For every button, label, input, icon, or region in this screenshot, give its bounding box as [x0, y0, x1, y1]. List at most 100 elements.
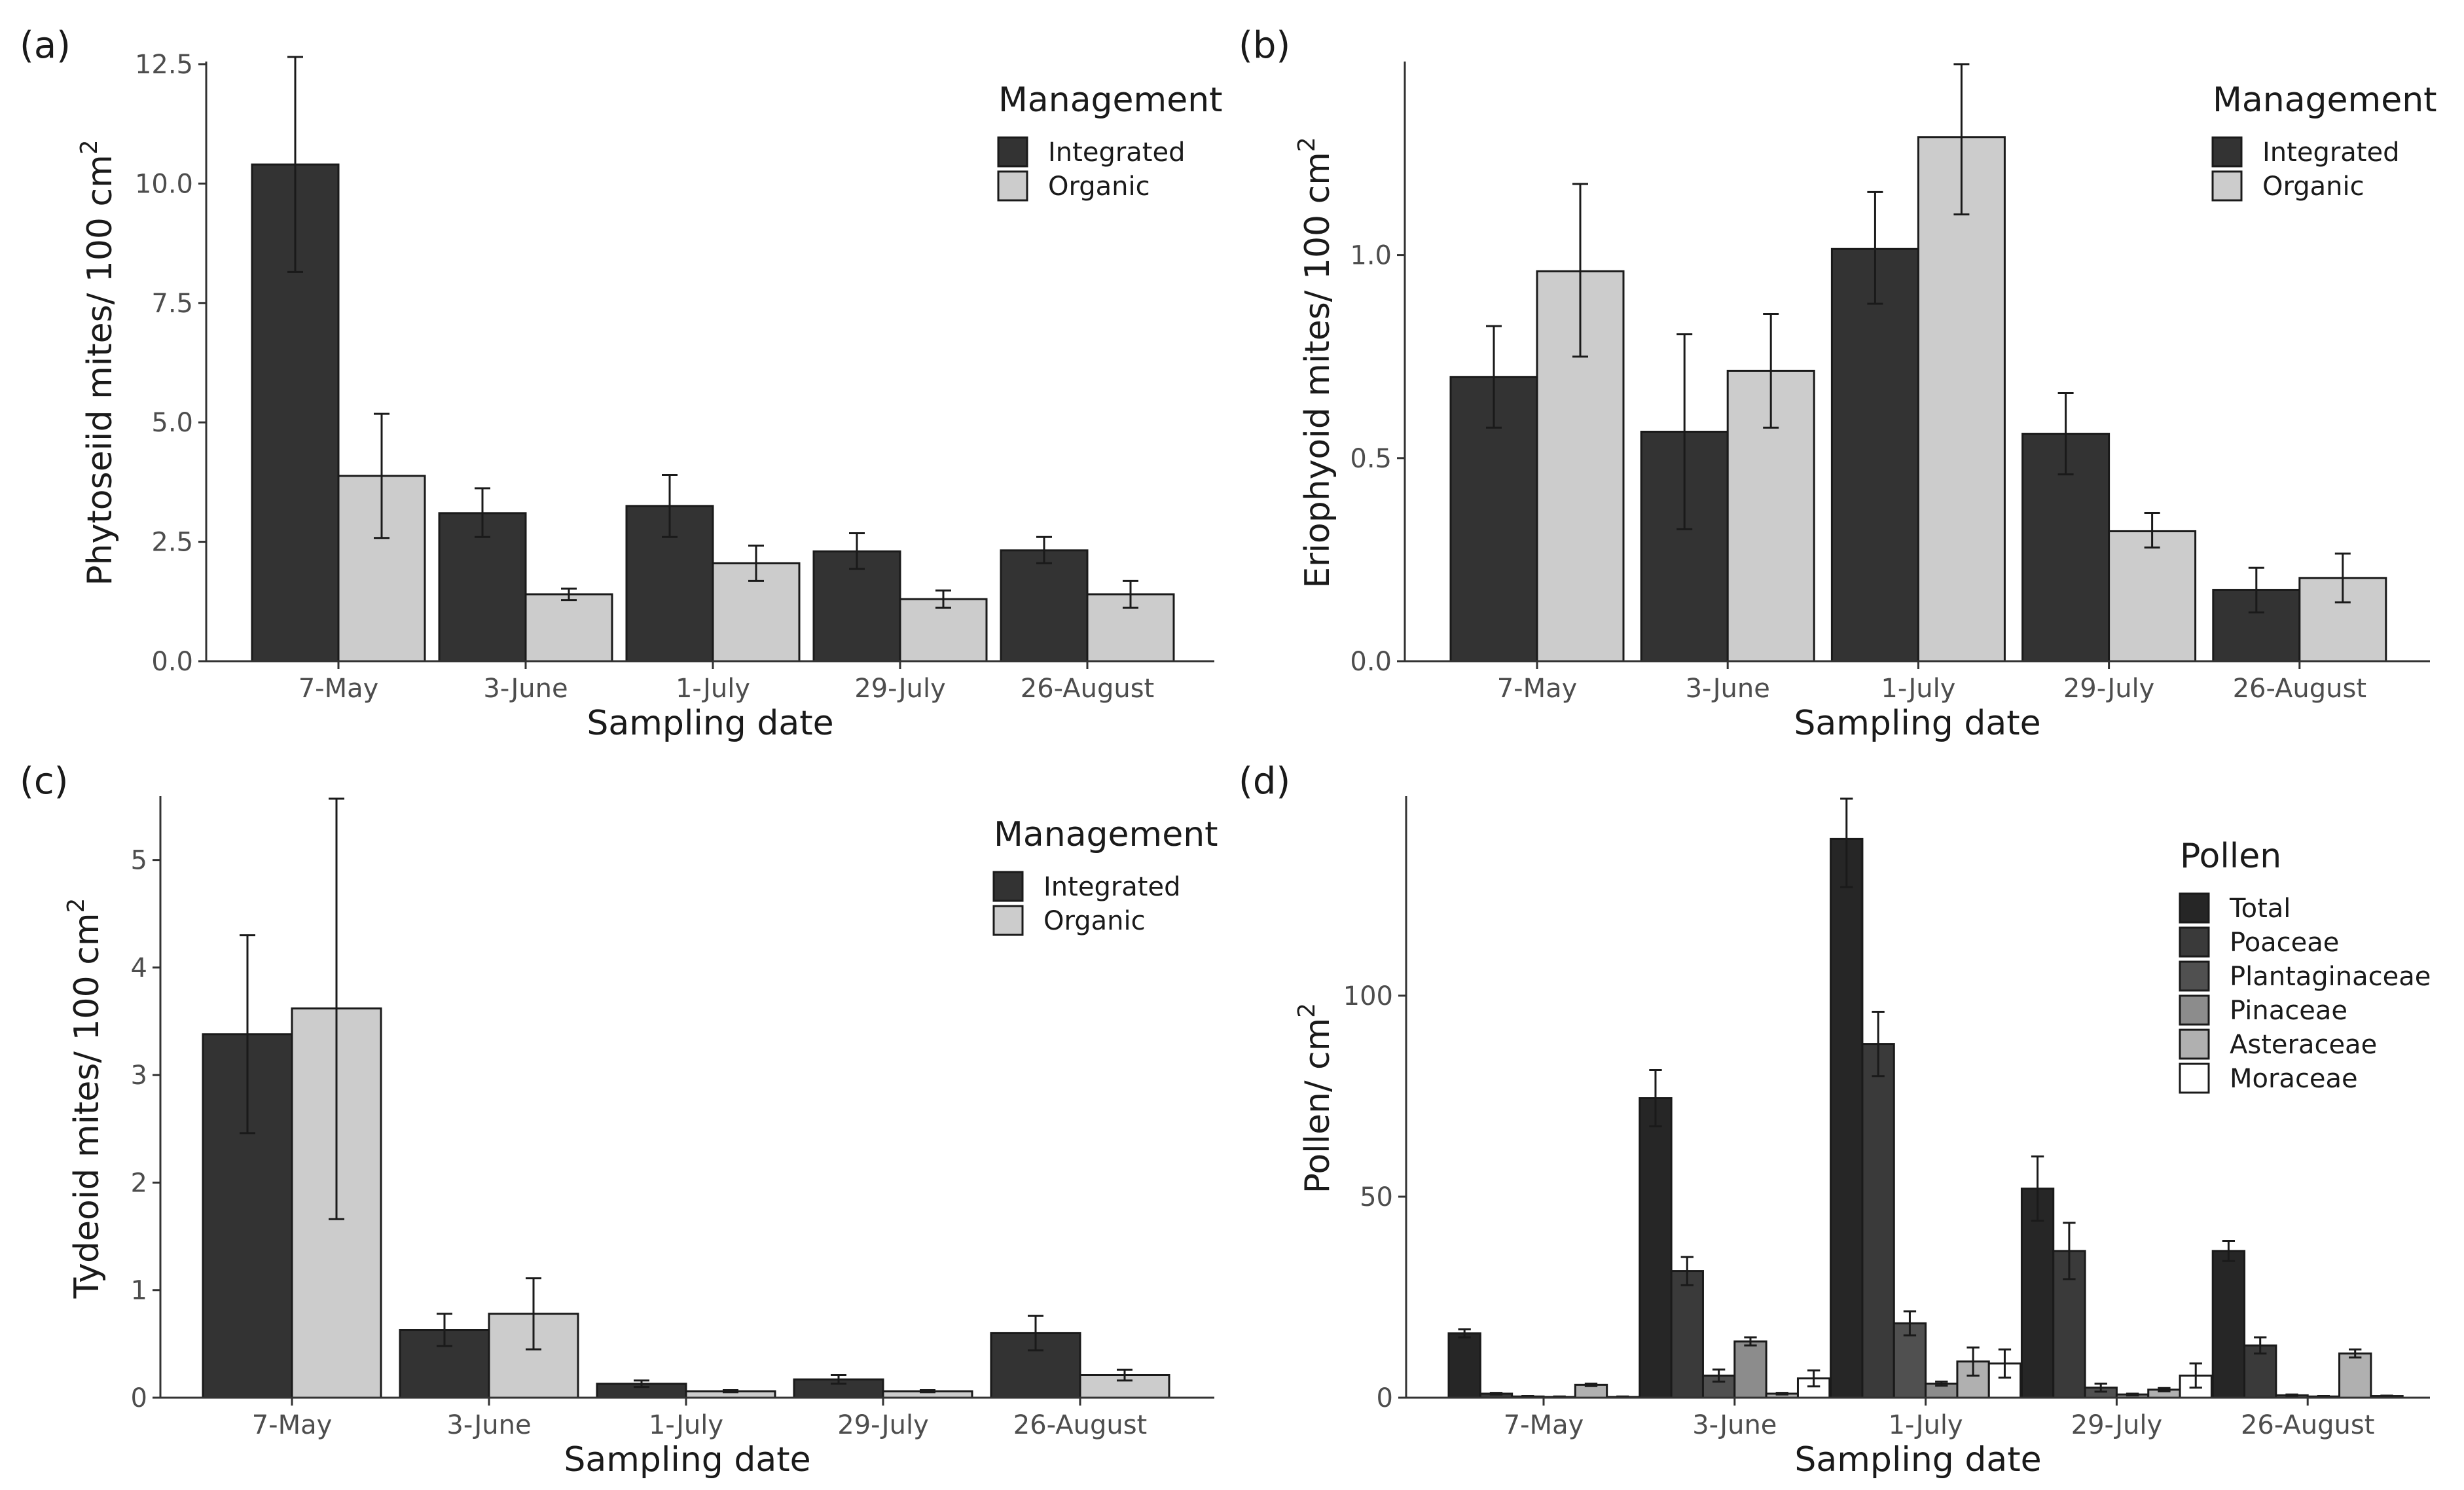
legend-key-plantaginaceae — [2179, 960, 2210, 992]
x-tick-label: 7-May — [1504, 1410, 1584, 1440]
bar-pinaceae-3-june — [1733, 1340, 1767, 1399]
error-bar-pinaceae-3-june — [1744, 1336, 1757, 1347]
error-bar-integrated-7-may — [240, 934, 255, 1135]
x-tick-label: 29-July — [2071, 1410, 2163, 1440]
bar-poaceae-1-july — [1861, 1043, 1895, 1399]
x-tick-label: 7-May — [299, 674, 379, 704]
legend-key-organic — [992, 905, 1024, 936]
error-bar-organic-29-july — [920, 1389, 935, 1394]
legend-key-integrated — [992, 871, 1024, 902]
panel-tag: (d) — [1239, 760, 1290, 803]
error-bar-poaceae-3-june — [1680, 1256, 1694, 1286]
bar-organic-1-july — [1917, 136, 2006, 663]
x-tick-label: 3-June — [446, 1410, 531, 1440]
x-tick-label: 3-June — [1692, 1410, 1777, 1440]
bar-organic-29-july — [2108, 530, 2197, 663]
error-bar-poaceae-29-july — [2063, 1222, 2076, 1281]
y-tick-label: 7.5 — [151, 289, 193, 319]
legend-label-organic: Organic — [1048, 172, 1150, 202]
bar-organic-3-june — [524, 593, 613, 663]
error-bar-moraceae-1-july — [1998, 1348, 2012, 1379]
error-bar-integrated-7-may — [287, 56, 303, 273]
error-bar-organic-3-june — [561, 587, 577, 602]
error-bar-plantaginaceae-29-july — [2094, 1383, 2107, 1393]
error-bar-integrated-3-june — [1676, 333, 1693, 530]
y-axis-title-superscript: 2 — [1294, 1003, 1320, 1018]
error-bar-asteraceae-29-july — [2158, 1387, 2171, 1392]
legend-label-plantaginaceae: Plantaginaceae — [2230, 962, 2431, 992]
bar-asteraceae-26-august — [2338, 1352, 2372, 1399]
error-bar-integrated-26-august — [1036, 536, 1052, 564]
chart-panel-1: (a) 7-May 3-June 1-July 29-July 26-August 0.0 2… — [20, 24, 1223, 743]
error-bar-integrated-29-july — [2057, 392, 2074, 476]
legend-title: Management — [2213, 81, 2437, 120]
error-bar-plantaginaceae-1-july — [1903, 1310, 1917, 1337]
x-tick-label: 29-July — [854, 674, 946, 704]
legend-label-integrated: Integrated — [1048, 137, 1185, 168]
y-tick-label: 10.0 — [135, 169, 193, 199]
y-axis-title: Phytoseiid mites/ 100 cm2 — [76, 139, 120, 585]
y-tick-label: 100 — [1343, 981, 1393, 1011]
x-tick-label: 26-August — [1013, 1410, 1147, 1440]
x-tick-label: 26-August — [2241, 1410, 2374, 1440]
error-bar-integrated-3-june — [437, 1313, 452, 1347]
error-bar-organic-3-june — [1763, 313, 1779, 429]
error-bar-asteraceae-26-august — [2349, 1348, 2362, 1359]
error-bar-organic-7-may — [1572, 183, 1588, 358]
bar-poaceae-3-june — [1670, 1270, 1704, 1399]
legend-label-pinaceae: Pinaceae — [2230, 996, 2347, 1026]
error-bar-poaceae-26-august — [2254, 1336, 2267, 1354]
error-bar-integrated-29-july — [831, 1374, 846, 1385]
x-tick-label: 29-July — [837, 1410, 929, 1440]
y-tick-label: 5.0 — [151, 408, 193, 438]
error-bar-organic-3-june — [526, 1277, 541, 1351]
y-tick-label: 5 — [131, 846, 147, 876]
error-bar-organic-7-may — [374, 412, 390, 539]
error-bar-moraceae-3-june — [1807, 1369, 1821, 1388]
bar-integrated-26-august — [1000, 549, 1089, 663]
y-tick-label: 1.0 — [1350, 241, 1392, 271]
y-axis-title-superscript: 2 — [63, 898, 90, 913]
chart-panel-2: (b) 7-May 3-June 1-July 29-July 26-August 0.0 0… — [1239, 24, 2437, 743]
legend-label-total: Total — [2229, 894, 2291, 924]
error-bar-integrated-1-july — [1867, 191, 1883, 305]
error-bar-plantaginaceae-26-august — [2285, 1393, 2298, 1398]
error-bar-moraceae-29-july — [2189, 1362, 2202, 1389]
panel-tag: (a) — [20, 24, 71, 67]
legend-label-organic: Organic — [1043, 906, 1146, 936]
error-bar-asteraceae-3-june — [1775, 1392, 1788, 1396]
error-bar-integrated-1-july — [662, 473, 678, 538]
error-bar-poaceae-1-july — [1872, 1010, 1885, 1078]
legend-key-organic — [2211, 170, 2243, 202]
error-bar-integrated-29-july — [849, 532, 865, 570]
legend-title: Management — [998, 81, 1223, 120]
error-bar-organic-26-august — [1123, 579, 1138, 609]
x-axis-title: Sampling date — [587, 704, 833, 743]
error-bar-poaceae-7-may — [1489, 1392, 1503, 1396]
legend-key-poaceae — [2179, 926, 2210, 958]
legend-key-total — [2179, 892, 2210, 924]
error-bar-integrated-26-august — [1028, 1315, 1043, 1352]
y-tick-label: 0.5 — [1350, 444, 1392, 474]
error-bar-organic-29-july — [935, 589, 951, 609]
x-axis-title: Sampling date — [564, 1440, 810, 1480]
chart-panel-4: (d) 7-May 3-June 1-July 29-July 26-August 0 50 1… — [1239, 760, 2431, 1480]
legend-key-moraceae — [2179, 1063, 2210, 1094]
error-bar-organic-1-july — [748, 544, 764, 582]
legend-key-asteraceae — [2179, 1028, 2210, 1060]
error-bar-integrated-26-august — [2248, 566, 2264, 614]
legend-title: Management — [994, 815, 1218, 854]
y-tick-label: 50 — [1360, 1182, 1393, 1212]
legend-key-pinaceae — [2179, 994, 2210, 1026]
legend-key-organic — [997, 170, 1028, 202]
y-axis-title-superscript: 2 — [76, 139, 103, 154]
legend-label-asteraceae: Asteraceae — [2230, 1030, 2377, 1060]
x-axis-title: Sampling date — [1794, 1440, 2041, 1480]
y-tick-label: 2.5 — [151, 528, 193, 558]
y-axis-title-superscript: 2 — [1294, 137, 1320, 152]
bar-total-26-august — [2211, 1250, 2246, 1399]
y-axis-title: Tydeoid mites/ 100 cm2 — [63, 898, 107, 1299]
error-bar-asteraceae-7-may — [1584, 1383, 1598, 1387]
error-bar-organic-7-may — [329, 797, 344, 1220]
